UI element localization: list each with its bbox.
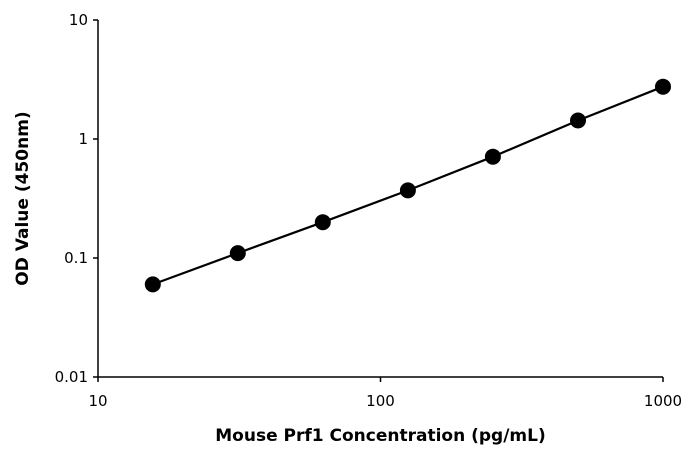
ticks-layer: 0.01 0.1 1 10 10 100 1000 xyxy=(55,11,683,410)
data-point xyxy=(314,214,331,231)
y-axis-title: OD Value (450nm) xyxy=(13,111,33,285)
y-tick-label: 10 xyxy=(69,11,88,29)
x-tick-label: 1000 xyxy=(644,392,682,410)
x-tick-label: 100 xyxy=(366,392,395,410)
data-point xyxy=(229,245,246,262)
axes-layer xyxy=(97,20,663,378)
data-point xyxy=(655,78,671,95)
y-tick-label: 0.01 xyxy=(55,368,88,386)
data-point xyxy=(484,148,501,165)
x-axis-title: Mouse Prf1 Concentration (pg/mL) xyxy=(215,426,546,446)
series-layer xyxy=(144,78,671,293)
x-tick-label: 10 xyxy=(88,392,107,410)
data-point xyxy=(570,112,586,129)
y-tick-label: 0.1 xyxy=(64,249,88,267)
data-point xyxy=(144,276,161,293)
data-point xyxy=(399,182,416,199)
y-tick-label: 1 xyxy=(78,130,88,148)
